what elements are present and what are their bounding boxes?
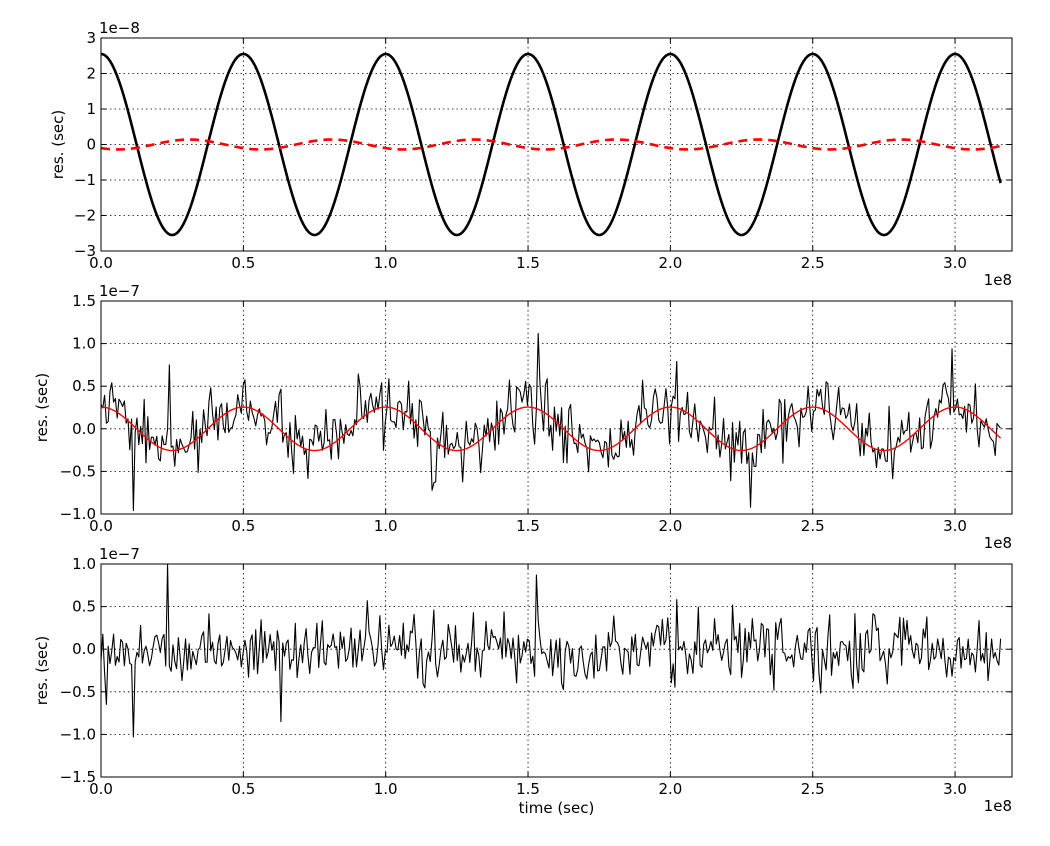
x-tick-label: 1.5 (516, 254, 540, 272)
y-tick-label: −2 (74, 207, 96, 225)
y-tick-label: 1.5 (72, 292, 96, 310)
series-line-2 (101, 138, 1001, 151)
x-offset-label: 1e8 (984, 271, 1012, 289)
x-tick-label: 2.0 (658, 780, 682, 798)
y-tick-label: 1.0 (72, 335, 96, 353)
y-tick-label: 2 (86, 65, 96, 83)
residual-panel-middle: 0.0 0.5 1.0 1.5 2.0 2.5 3.0 −1.0 −0.5 0.0 0.5 1.0 1.… (33, 282, 1013, 552)
series-line-1 (101, 52, 1002, 237)
y-tick-label: −1.0 (60, 505, 96, 523)
x-tick-label: 0.5 (231, 517, 255, 535)
x-tick-label: 1.5 (516, 780, 540, 798)
y-tick-label: 3 (86, 29, 96, 47)
y-tick-label: 0.5 (72, 377, 96, 395)
x-tick-label: 2.0 (658, 254, 682, 272)
axes-frame (100, 563, 1013, 778)
series-line-1 (101, 332, 1002, 512)
x-tick-label: 0.0 (89, 780, 113, 798)
x-tick-label: 0.0 (89, 254, 113, 272)
x-tick-label: 2.5 (801, 517, 825, 535)
y-tick-label: 0.0 (72, 640, 96, 658)
y-tick-label: −1.0 (60, 725, 96, 743)
x-tick-label: 3.0 (943, 254, 967, 272)
y-tick-label: 0.0 (72, 420, 96, 438)
y-tick-label: 0 (86, 136, 96, 154)
x-tick-label: 2.0 (658, 517, 682, 535)
y-tick-label: −0.5 (60, 683, 96, 701)
y-tick-label: −1.5 (60, 768, 96, 786)
y-axis-label: res. (sec) (49, 110, 67, 179)
x-offset-label: 1e8 (984, 797, 1012, 815)
x-tick-label: 3.0 (943, 517, 967, 535)
y-offset-label: 1e−7 (99, 545, 140, 563)
y-tick-label: 0.5 (72, 598, 96, 616)
y-tick-label: −0.5 (60, 462, 96, 480)
x-tick-label: 2.5 (801, 254, 825, 272)
y-axis-label: res. (sec) (33, 373, 51, 442)
y-offset-label: 1e−7 (99, 282, 140, 300)
residual-panel-bottom: 0.0 0.5 1.0 1.5 2.0 2.5 3.0 −1.5 −1.0 −0.5 0.0 0.5 1… (33, 545, 1013, 817)
y-offset-label: 1e−8 (99, 19, 140, 37)
x-tick-label: 1.0 (374, 780, 398, 798)
x-tick-label: 1.0 (374, 254, 398, 272)
x-tick-label: 1.0 (374, 517, 398, 535)
residual-panel-top: 0.0 0.5 1.0 1.5 2.0 2.5 3.0 −3 −2 −1 0 1 2 31e−8 1e8 re… (49, 19, 1013, 289)
x-tick-label: 0.0 (89, 517, 113, 535)
x-tick-label: 2.5 (801, 780, 825, 798)
axes-frame (100, 300, 1013, 515)
x-axis-label: time (sec) (519, 799, 595, 817)
x-tick-label: 3.0 (943, 780, 967, 798)
y-tick-label: 1.0 (72, 555, 96, 573)
series-line-2 (101, 406, 1002, 452)
x-tick-label: 0.5 (231, 780, 255, 798)
y-axis-label: res. (sec) (33, 636, 51, 705)
x-tick-label: 0.5 (231, 254, 255, 272)
y-tick-label: 1 (86, 100, 96, 118)
x-offset-label: 1e8 (984, 534, 1012, 552)
y-tick-label: −1 (74, 171, 96, 189)
y-tick-label: −3 (74, 242, 96, 260)
series-line-1 (101, 564, 1002, 738)
x-tick-label: 1.5 (516, 517, 540, 535)
